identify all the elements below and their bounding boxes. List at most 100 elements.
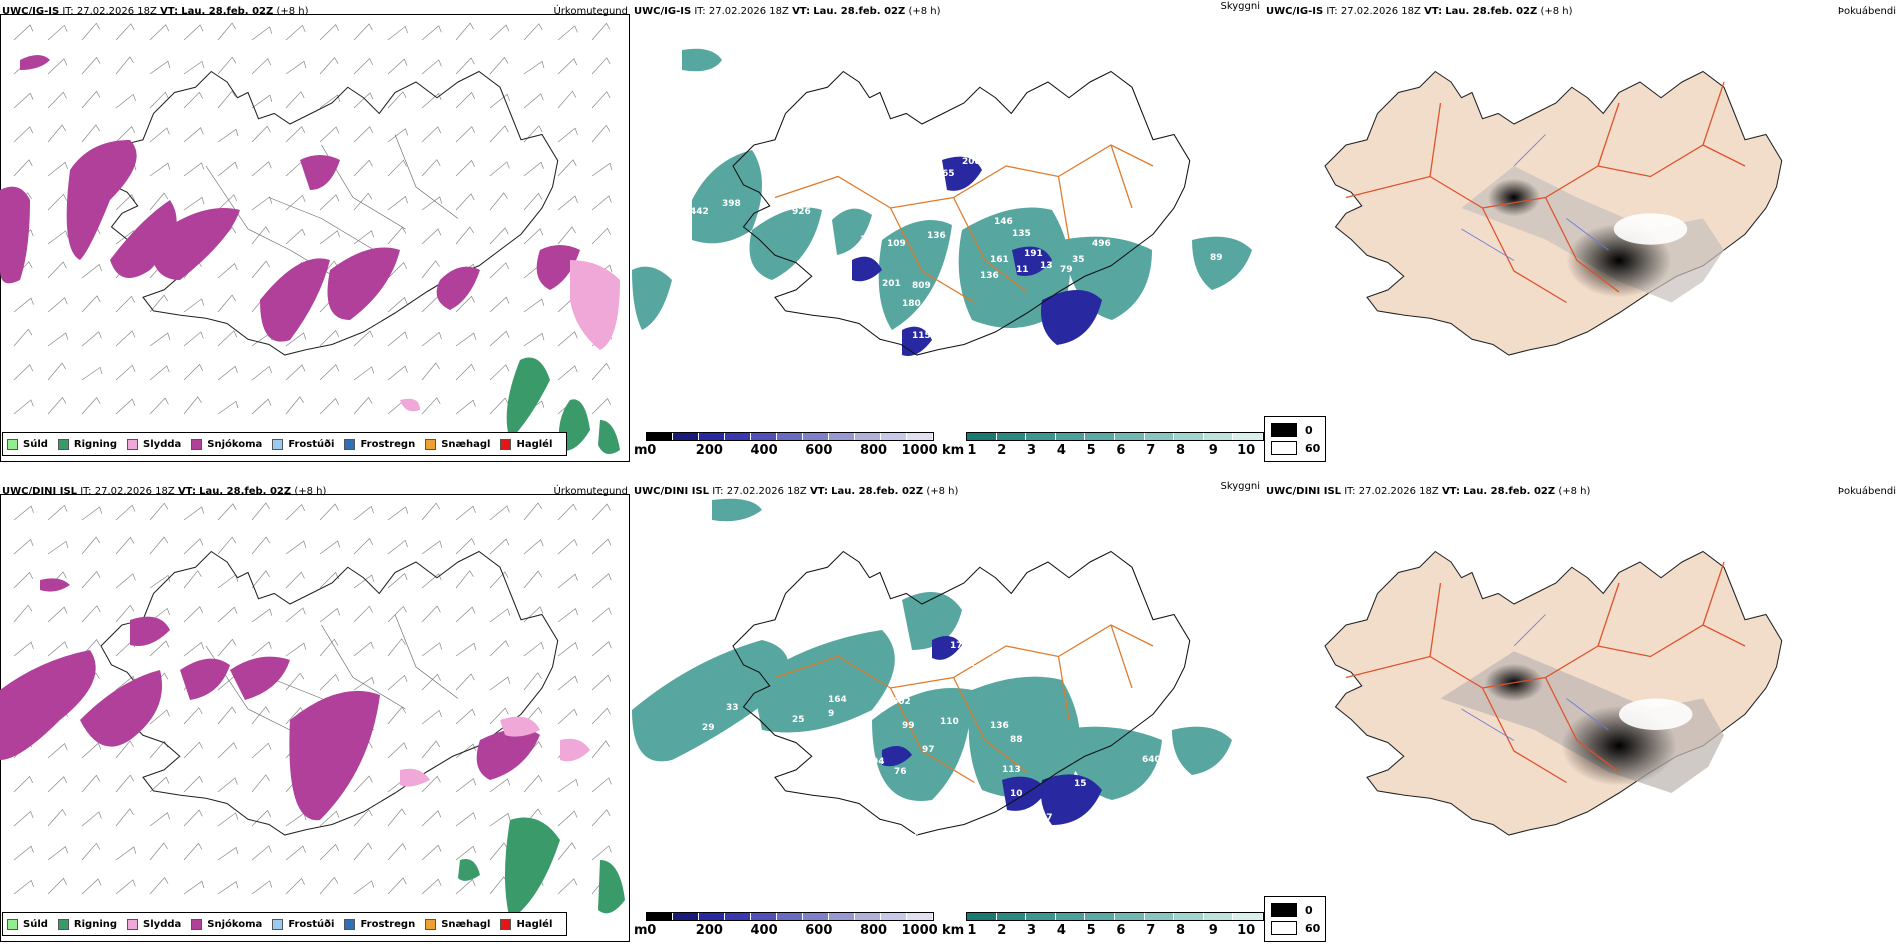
colorbar-segment xyxy=(996,433,1027,440)
wind-barb xyxy=(47,91,67,109)
colorbar-segment xyxy=(803,913,829,920)
wind-barb xyxy=(489,296,510,313)
wind-barb xyxy=(149,60,171,75)
wind-barb xyxy=(81,878,102,895)
ceiling-label: 496 xyxy=(1092,239,1111,249)
wind-barb xyxy=(149,709,170,725)
wind-barb xyxy=(115,573,136,589)
wind-barb xyxy=(13,571,34,589)
tick-label: 8 xyxy=(1176,923,1186,938)
wind-barb xyxy=(591,573,612,589)
wind-barb xyxy=(319,194,340,211)
wind-barb xyxy=(47,124,67,143)
wind-barb xyxy=(387,539,408,555)
wind-barb xyxy=(47,297,68,313)
wind-barb xyxy=(217,606,238,623)
wind-barb xyxy=(149,812,171,827)
fog-legend: 0 60 xyxy=(1264,896,1326,942)
wind-barb xyxy=(591,740,610,759)
ceiling-label: 201 xyxy=(882,279,901,289)
wind-barb xyxy=(489,125,509,143)
legend-item: Frostúði xyxy=(272,438,334,450)
wind-barb xyxy=(591,777,612,793)
wind-barb xyxy=(387,877,407,895)
tick-label: 4 xyxy=(1056,443,1066,458)
wind-barb xyxy=(251,809,272,827)
wind-barb xyxy=(319,397,340,415)
wind-barb xyxy=(591,162,613,177)
wind-barb xyxy=(421,331,442,347)
tick-label: 9 xyxy=(1208,923,1218,938)
snow-areas xyxy=(0,55,580,342)
wind-barb xyxy=(557,365,578,381)
parameter-title: Þokuábendi xyxy=(1837,6,1896,17)
wind-barb xyxy=(523,774,543,793)
parameter-title: Skyggni xyxy=(1220,1,1260,12)
colorbar-segment xyxy=(855,913,881,920)
ceiling-label: 65 xyxy=(942,169,955,179)
colorbar-segment xyxy=(673,913,699,920)
parameter-title: Þokuábendi xyxy=(1837,486,1896,497)
ceiling-label: 926 xyxy=(792,207,811,217)
wind-barb xyxy=(47,396,67,415)
wind-barb xyxy=(115,93,136,109)
ceiling-label: 10 xyxy=(1010,789,1023,799)
glacier-white xyxy=(1613,213,1688,245)
colorbar-segment xyxy=(967,913,997,920)
visibility-unit: km xyxy=(942,443,965,458)
glacier-white xyxy=(1619,698,1693,730)
wind-barb xyxy=(591,57,611,75)
precip-type-legend: Súld Rigning Slydda Snjókoma Frostúði Fr… xyxy=(2,912,568,936)
ceiling-label: 198 xyxy=(924,863,943,873)
wind-barb xyxy=(149,842,168,861)
wind-barb xyxy=(149,877,169,895)
wind-barb xyxy=(591,195,612,211)
wind-barb xyxy=(455,538,476,555)
ceiling-label: 110 xyxy=(940,717,959,727)
wind-barb xyxy=(523,641,544,657)
wind-barb xyxy=(115,846,137,861)
wind-barb xyxy=(115,295,135,313)
wind-barb xyxy=(455,878,476,895)
legend-item: Slydda xyxy=(127,918,181,930)
vt-value: Lau. 28.feb. 02Z xyxy=(199,486,292,497)
wind-barb xyxy=(455,673,475,691)
wind-barb xyxy=(387,195,408,211)
wind-barb xyxy=(591,227,611,245)
fog-legend: 0 60 xyxy=(1264,416,1326,462)
lead-time: (+8 h) xyxy=(908,6,941,17)
wind-barb xyxy=(489,571,509,589)
ceiling-label: 809 xyxy=(912,281,931,291)
wind-barb xyxy=(523,192,543,211)
vt-label: VT: xyxy=(177,486,196,497)
wind-barb xyxy=(387,159,407,177)
colorbar-segment xyxy=(1203,433,1234,440)
wind-barb xyxy=(183,707,203,725)
wind-barb xyxy=(455,226,474,245)
wind-barb xyxy=(557,878,578,895)
sleet-areas xyxy=(400,260,620,412)
wind-barb xyxy=(149,776,170,793)
wind-barb xyxy=(251,260,271,279)
wind-barb xyxy=(183,127,204,143)
wind-barb xyxy=(421,296,442,313)
wind-barb xyxy=(455,570,474,589)
wind-barb xyxy=(489,56,509,75)
wind-barb xyxy=(353,23,373,41)
wind-barb xyxy=(489,24,510,41)
wind-barb xyxy=(319,24,340,41)
tick-label: 0 xyxy=(647,923,657,938)
wind-barb xyxy=(591,362,611,381)
wind-barb xyxy=(149,332,171,347)
wind-barb xyxy=(183,606,204,623)
wind-barb xyxy=(557,608,579,623)
wind-barb xyxy=(217,881,239,895)
colorbar-segment xyxy=(1114,913,1145,920)
tick-label: 200 xyxy=(695,443,723,458)
fog-legend-value: 0 xyxy=(1305,903,1313,917)
wind-barb xyxy=(183,60,205,75)
it-label: IT: xyxy=(62,6,74,17)
wind-barb xyxy=(387,808,406,827)
wind-barb xyxy=(285,91,305,109)
wind-barb xyxy=(115,56,134,75)
